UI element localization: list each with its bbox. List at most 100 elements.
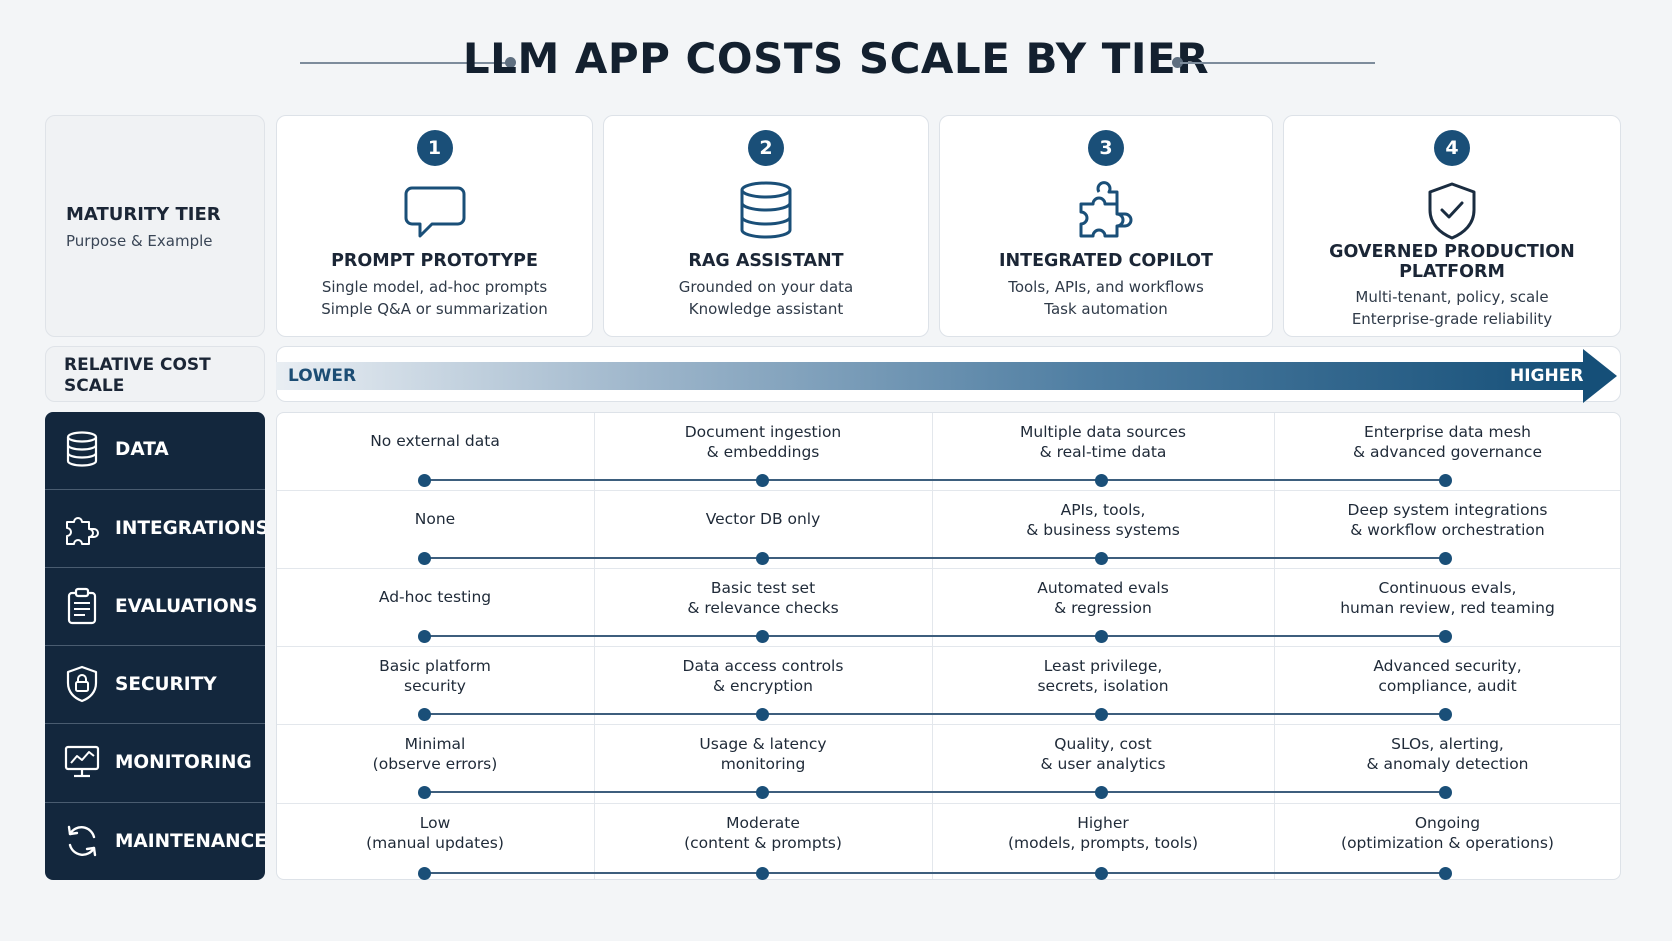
grid-cell: Enterprise data mesh & advanced governanc… [1274,422,1621,462]
tier-card-integrated-copilot: 3 INTEGRATED COPILOT Tools, APIs, and wo… [939,115,1273,337]
dimension-label: SECURITY [115,674,217,695]
grid-cell-line: & relevance checks [687,599,839,617]
grid-cell-line: & anomaly detection [1366,755,1529,773]
grid-cell-line: & workflow orchestration [1350,521,1545,539]
maturity-tier-title: MATURITY TIER [66,204,221,225]
progress-track-line [424,872,1445,874]
grid-cell: Usage & latency monitoring [594,734,932,774]
tier-name-line1: GOVERNED PRODUCTION [1329,242,1575,262]
tier-number-badge: 2 [748,130,784,166]
progress-node [755,785,769,799]
grid-cell-line: & encryption [713,677,813,695]
grid-cell-line: secrets, isolation [1037,677,1169,695]
grid-cell-line: APIs, tools, [1060,501,1146,519]
database-icon [66,431,98,467]
tier-name: PROMPT PROTOTYPE [331,251,538,271]
cost-scale-higher-label: HIGHER [1510,366,1584,386]
grid-cell: Low (manual updates) [276,813,594,853]
progress-node [417,551,431,565]
grid-cell-line: Minimal [404,735,466,753]
grid-cell: APIs, tools, & business systems [932,500,1274,540]
progress-track-line [424,479,1445,481]
grid-row-divider [277,490,1620,491]
grid-cell-line: (observe errors) [372,755,498,773]
grid-cell-line: (content & prompts) [684,834,842,852]
grid-cell: None [276,509,594,529]
grid-cell-line: Continuous evals, [1378,579,1517,597]
grid-cell: Document ingestion & embeddings [594,422,932,462]
progress-node [417,866,431,880]
grid-cell: Higher (models, prompts, tools) [932,813,1274,853]
grid-cell-line: Moderate [726,814,800,832]
tier-card-rag-assistant: 2 RAG ASSISTANT Grounded on your data Kn… [603,115,929,337]
grid-cell-line: Ad-hoc testing [378,588,492,606]
grid-cell-line: SLOs, alerting, [1391,735,1504,753]
grid-cell-line: (models, prompts, tools) [1007,834,1198,852]
tier-desc-line2: Simple Q&A or summarization [321,300,548,318]
grid-cell: Continuous evals, human review, red teami… [1274,578,1621,618]
progress-node [1094,866,1108,880]
grid-cell-line: Data access controls [682,657,844,675]
grid-cell-line: None [414,510,456,528]
grid-cell-line: & advanced governance [1352,443,1542,461]
grid-cell: No external data [276,431,594,451]
progress-node [1438,551,1452,565]
dimension-row-evaluations: EVALUATIONS [45,568,265,646]
cost-scale-lower-label: LOWER [288,366,357,386]
grid-cell-line: & real-time data [1039,443,1167,461]
progress-node [755,551,769,565]
grid-cell-line: Enterprise data mesh [1363,423,1532,441]
grid-cell-line: Multiple data sources [1020,423,1186,441]
grid-cell-line: No external data [370,432,500,450]
grid-row-divider [277,724,1620,725]
progress-node [417,785,431,799]
tier-name: INTEGRATED COPILOT [999,251,1213,271]
progress-node [1438,785,1452,799]
progress-node [1094,785,1108,799]
relative-cost-label: RELATIVE COST SCALE [64,355,244,397]
progress-node [755,707,769,721]
grid-cell-line: Basic platform [379,657,491,675]
progress-node [1438,473,1452,487]
progress-node [417,473,431,487]
tier-desc-line2: Task automation [1044,300,1168,318]
puzzle-icon [66,517,99,545]
tier-name: RAG ASSISTANT [688,251,844,271]
grid-cell: Data access controls & encryption [594,656,932,696]
title-dot-right [1172,57,1183,68]
progress-node [755,866,769,880]
grid-cell: Ongoing (optimization & operations) [1274,813,1621,853]
puzzle-icon [1079,181,1133,238]
grid-row-divider [277,646,1620,647]
grid-cell-line: monitoring [720,755,806,773]
grid-cell: SLOs, alerting, & anomaly detection [1274,734,1621,774]
page-title: LLM APP COSTS SCALE BY TIER [462,34,1210,83]
tier-card-governed-production-platform: 4 GOVERNED PRODUCTION PLATFORM Multi-ten… [1283,115,1621,337]
grid-row-divider [277,568,1620,569]
grid-cell-line: Advanced security, [1373,657,1522,675]
grid-cell-line: Basic test set [710,579,816,597]
grid-cell-line: Deep system integrations [1347,501,1548,519]
dimension-row-monitoring: MONITORING [45,724,265,803]
grid-cell: Vector DB only [594,509,932,529]
grid-cell-line: (manual updates) [366,834,504,852]
progress-track-line [424,635,1445,637]
title-dot-left [505,57,516,68]
tier-desc-line1: Grounded on your data [678,278,854,296]
tier-card-prompt-prototype: 1 PROMPT PROTOTYPE Single model, ad-hoc … [276,115,593,337]
grid-cell-line: human review, red teaming [1340,599,1555,617]
progress-track-line [424,791,1445,793]
dimension-label-panel: DATA INTEGRATIONS EVALUATIONS SECURITY [45,412,265,880]
progress-node [1094,629,1108,643]
grid-cell-line: Document ingestion [684,423,842,441]
grid-cell: Basic platform security [276,656,594,696]
dimension-row-integrations: INTEGRATIONS [45,490,265,568]
tier-number-badge: 1 [416,130,453,166]
tier-name-line2: PLATFORM [1399,262,1505,282]
grid-cell-line: & user analytics [1040,755,1166,773]
dimension-label: MAINTENANCE [115,831,265,852]
grid-cell: Moderate (content & prompts) [594,813,932,853]
tier-number-badge: 3 [1088,130,1124,166]
grid-row-divider [277,803,1620,804]
grid-cell-line: Quality, cost [1054,735,1152,753]
